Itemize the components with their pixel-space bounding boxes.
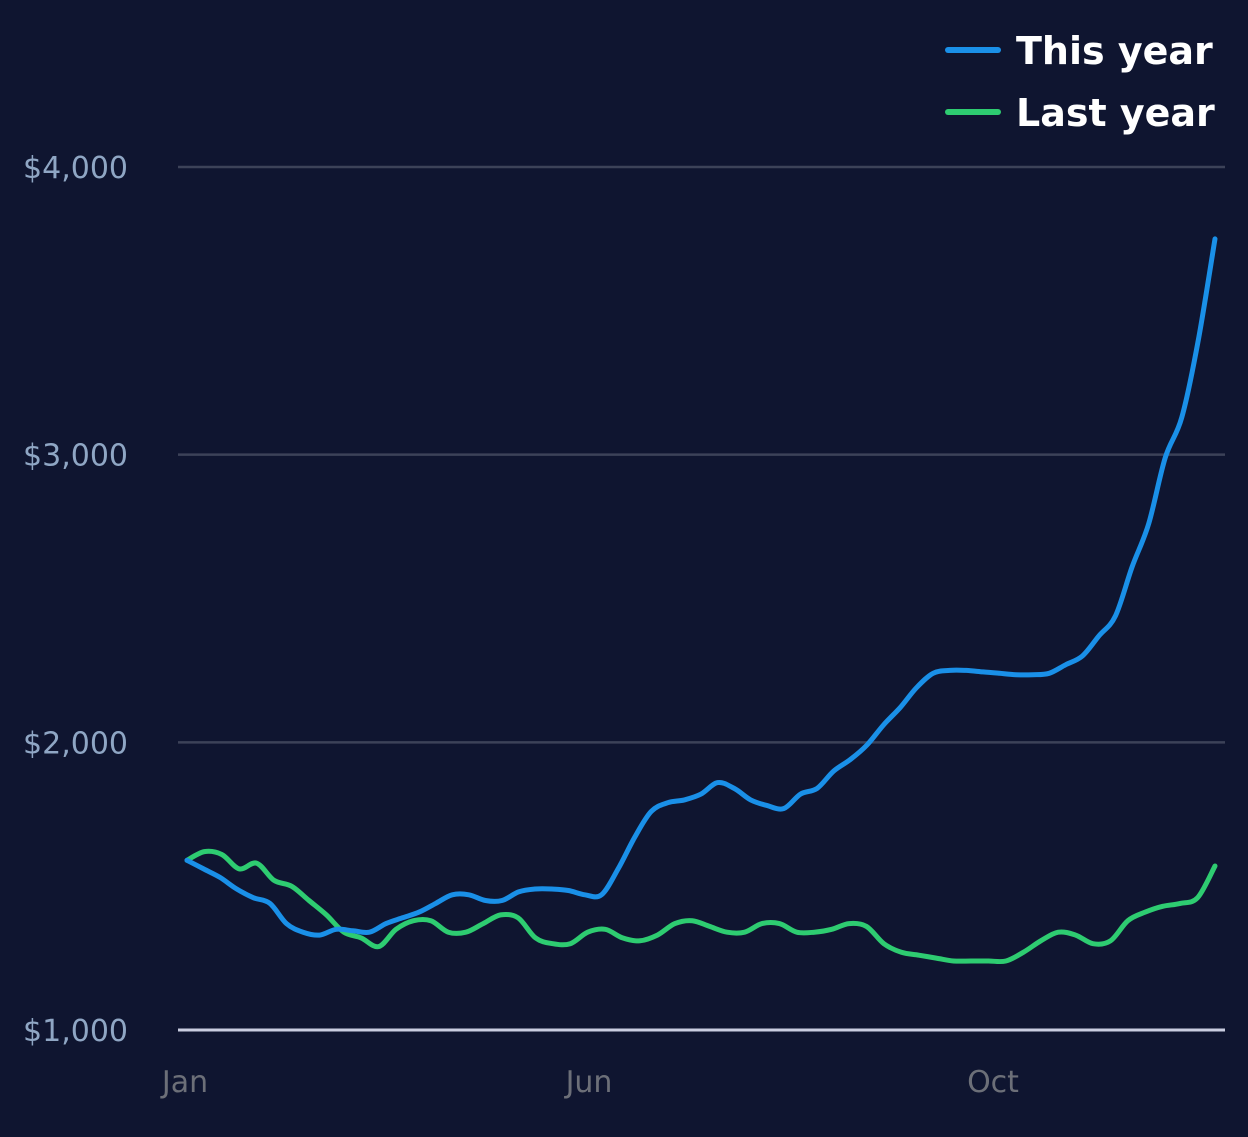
y-tick-label: $2,000 [23, 726, 128, 761]
grid-lines [178, 165, 1225, 1032]
y-tick-label: $3,000 [23, 439, 128, 474]
x-tick-label: Oct [967, 1065, 1019, 1100]
legend-label-last-year: Last year [1016, 91, 1215, 135]
series-lines [184, 236, 1218, 965]
x-tick-label: Jan [160, 1065, 208, 1100]
legend-label-this-year: This year [1016, 29, 1213, 73]
x-axis-ticks: Jan Jun Oct [160, 1065, 1019, 1100]
y-tick-label: $1,000 [23, 1014, 128, 1049]
x-tick-label: Jun [564, 1065, 613, 1100]
legend: This year Last year [945, 29, 1215, 135]
series-line-this-year [184, 236, 1218, 938]
series-line-last-year [184, 848, 1218, 965]
y-tick-label: $4,000 [23, 151, 128, 186]
y-axis-ticks: $4,000 $3,000 $2,000 $1,000 [23, 151, 128, 1049]
